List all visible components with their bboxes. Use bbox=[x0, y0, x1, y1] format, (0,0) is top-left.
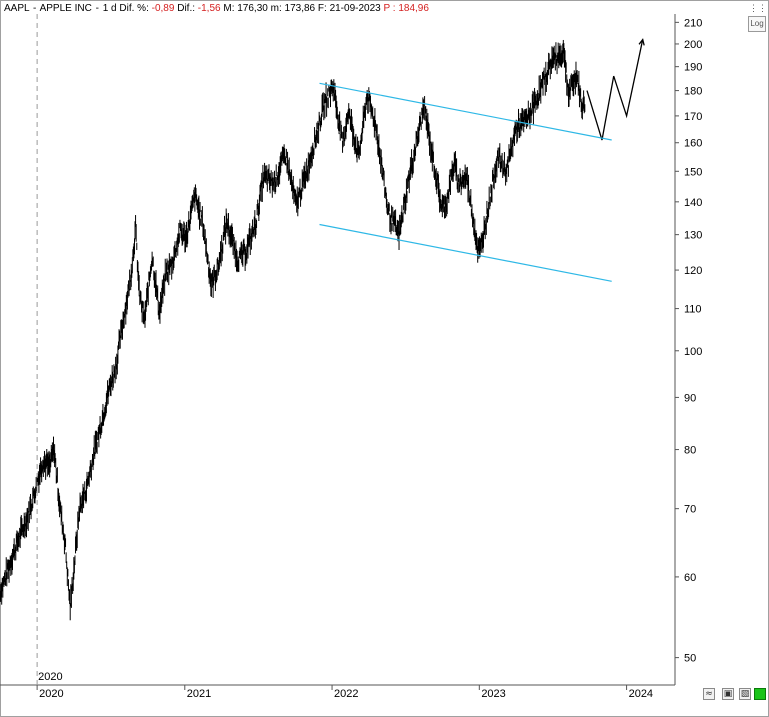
y-tick-label: 50 bbox=[684, 653, 696, 665]
price-value: 184,96 bbox=[398, 3, 429, 14]
x-tick-label: 2020 bbox=[39, 688, 63, 700]
dif-value: -1,56 bbox=[197, 3, 221, 14]
dif-pct-label: Dif. %: bbox=[119, 3, 149, 14]
axes: 50 60 70 80 90 100 110 120 130 140 150 160 170 180 190… bbox=[0, 14, 702, 700]
log-scale-button[interactable]: Log bbox=[748, 16, 766, 32]
menu-dots-icon[interactable]: ⋮⋮ bbox=[749, 3, 767, 13]
projection-path bbox=[586, 39, 644, 141]
y-tick-label: 70 bbox=[684, 504, 696, 516]
period: 1 d bbox=[102, 3, 117, 14]
y-tick-label: 160 bbox=[684, 138, 702, 150]
symbol: AAPL bbox=[4, 3, 30, 14]
max-value: 176,30 bbox=[237, 3, 268, 14]
dif-label: Dif.: bbox=[177, 3, 195, 14]
print-icon[interactable]: ▧ bbox=[739, 688, 751, 700]
projection-arrowhead bbox=[638, 38, 645, 46]
y-tick-label: 130 bbox=[684, 230, 702, 242]
y-tick-label: 110 bbox=[684, 304, 702, 316]
min-value: 173,86 bbox=[284, 3, 316, 14]
y-tick-label: 180 bbox=[684, 86, 702, 98]
x-tick-label: 2023 bbox=[481, 688, 505, 700]
dif-pct-value: -0,89 bbox=[151, 3, 175, 14]
zoom-icon[interactable]: ≈ bbox=[703, 688, 715, 700]
y-tick-label: 140 bbox=[684, 197, 702, 209]
company-name: APPLE INC bbox=[39, 3, 92, 14]
overlay-lines bbox=[319, 38, 645, 282]
y-tick-label: 100 bbox=[684, 346, 702, 358]
year-marker-label: 2020 bbox=[38, 671, 62, 683]
y-tick-label: 150 bbox=[684, 166, 702, 178]
y-tick-label: 90 bbox=[684, 392, 696, 404]
channel-line bbox=[319, 82, 612, 141]
x-tick-label: 2024 bbox=[629, 688, 653, 700]
y-tick-label: 170 bbox=[684, 111, 702, 123]
y-tick-label: 190 bbox=[684, 62, 702, 74]
date-label: F: bbox=[317, 3, 327, 14]
price-series bbox=[0, 39, 586, 621]
min-label: m: bbox=[270, 3, 282, 14]
y-tick-label: 60 bbox=[684, 572, 696, 584]
y-tick-label: 120 bbox=[684, 265, 702, 277]
date-value: 21-09-2023 bbox=[329, 3, 381, 14]
y-tick-label: 80 bbox=[684, 445, 696, 457]
status-indicator-icon[interactable] bbox=[754, 688, 766, 700]
channel-line bbox=[319, 223, 612, 282]
x-tick-label: 2022 bbox=[334, 688, 358, 700]
max-label: M: bbox=[223, 3, 235, 14]
x-tick-label: 2021 bbox=[187, 688, 211, 700]
quote-header: AAPL - APPLE INC - 1 d Dif. %: -0,89 Dif… bbox=[4, 3, 429, 14]
price-label: P : bbox=[383, 3, 396, 14]
y-tick-label: 200 bbox=[684, 39, 702, 51]
y-tick-label: 210 bbox=[684, 17, 702, 29]
save-icon[interactable]: ▣ bbox=[722, 688, 734, 700]
